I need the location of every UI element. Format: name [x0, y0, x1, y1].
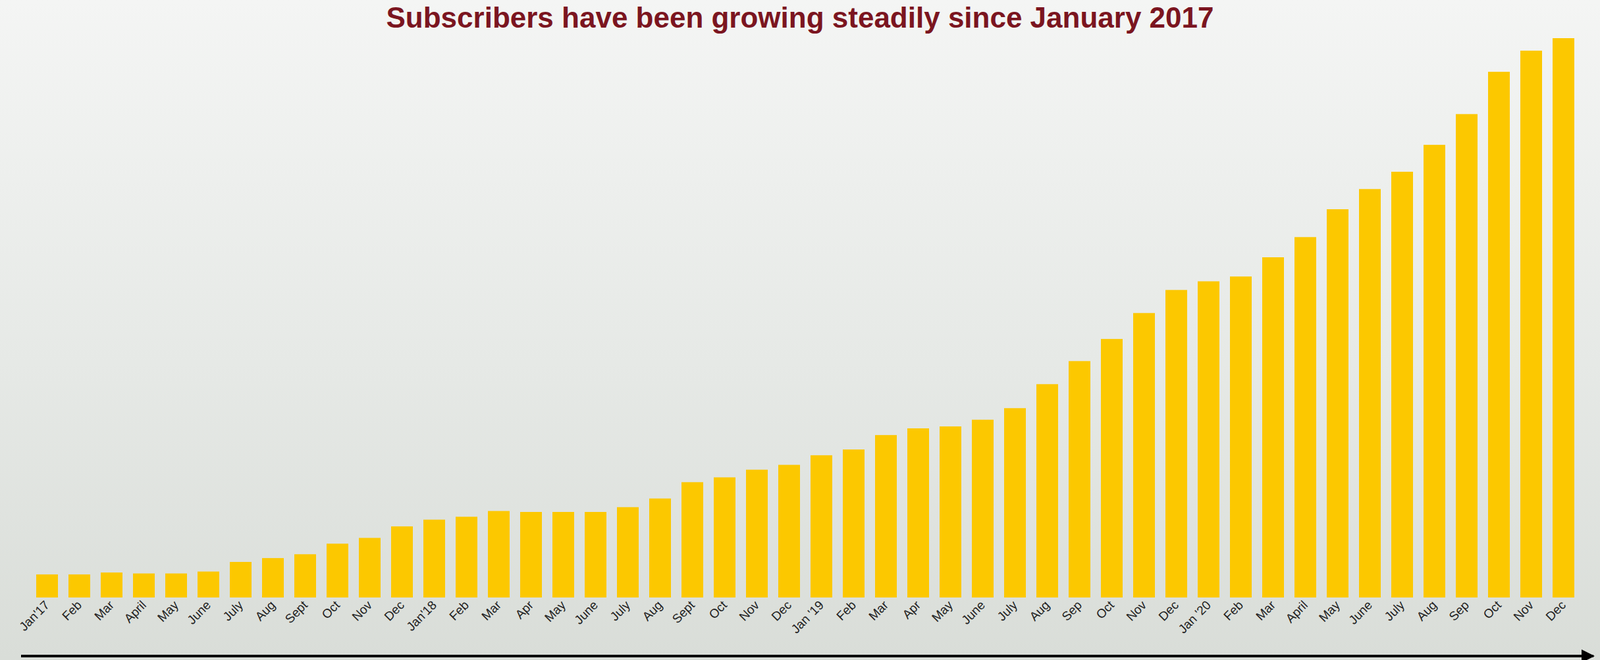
svg-text:Nov: Nov	[736, 597, 762, 624]
svg-text:Apr: Apr	[512, 597, 536, 622]
svg-text:Feb: Feb	[446, 598, 472, 624]
svg-text:Aug: Aug	[252, 598, 278, 625]
svg-text:Jan'17: Jan'17	[16, 598, 53, 635]
svg-text:Dec: Dec	[768, 598, 795, 625]
svg-text:Nov: Nov	[1123, 597, 1149, 624]
svg-text:June: June	[958, 598, 988, 628]
svg-text:Aug: Aug	[1413, 598, 1440, 625]
svg-text:Oct: Oct	[1093, 597, 1117, 622]
svg-text:Mar: Mar	[865, 597, 891, 623]
svg-text:Oct: Oct	[1480, 597, 1504, 622]
svg-text:June: June	[184, 598, 214, 628]
svg-text:Sep: Sep	[1058, 598, 1085, 625]
svg-text:Mar: Mar	[91, 597, 117, 623]
svg-text:Feb: Feb	[1220, 598, 1246, 624]
svg-text:July: July	[1381, 597, 1408, 624]
svg-text:Jan '20: Jan '20	[1175, 598, 1214, 637]
svg-text:June: June	[1345, 598, 1375, 628]
svg-text:May: May	[541, 597, 569, 625]
svg-text:Mar: Mar	[478, 597, 504, 623]
svg-text:April: April	[1282, 598, 1311, 627]
svg-text:Jan'18: Jan'18	[403, 598, 440, 635]
svg-text:Apr: Apr	[899, 597, 924, 622]
svg-text:Dec: Dec	[1155, 598, 1182, 625]
svg-text:Oct: Oct	[705, 597, 730, 622]
svg-text:July: July	[994, 597, 1020, 624]
svg-text:April: April	[121, 598, 149, 627]
svg-text:Feb: Feb	[59, 598, 85, 624]
svg-text:Sept: Sept	[282, 597, 311, 627]
svg-text:Dec: Dec	[381, 598, 407, 625]
svg-text:May: May	[154, 597, 182, 625]
svg-text:June: June	[571, 598, 601, 628]
svg-text:July: July	[607, 597, 633, 624]
svg-text:May: May	[1316, 597, 1344, 625]
svg-text:Aug: Aug	[639, 598, 666, 625]
html-text:Subscribers have been growing: Subscribers have been growing steadily s…	[386, 1, 1214, 34]
svg-text:Nov: Nov	[348, 597, 375, 624]
svg-text:Nov: Nov	[1510, 597, 1537, 624]
svg-text:Jan '19: Jan '19	[788, 598, 827, 637]
svg-text:Sept: Sept	[669, 597, 698, 627]
svg-text:Oct: Oct	[318, 597, 343, 622]
svg-text:May: May	[929, 597, 957, 625]
svg-text:Feb: Feb	[833, 598, 859, 624]
svg-text:Sep: Sep	[1445, 598, 1472, 625]
svg-text:July: July	[219, 597, 246, 624]
svg-text:Mar: Mar	[1253, 597, 1279, 623]
svg-text:Dec: Dec	[1542, 598, 1569, 625]
svg-text:Aug: Aug	[1026, 598, 1053, 625]
